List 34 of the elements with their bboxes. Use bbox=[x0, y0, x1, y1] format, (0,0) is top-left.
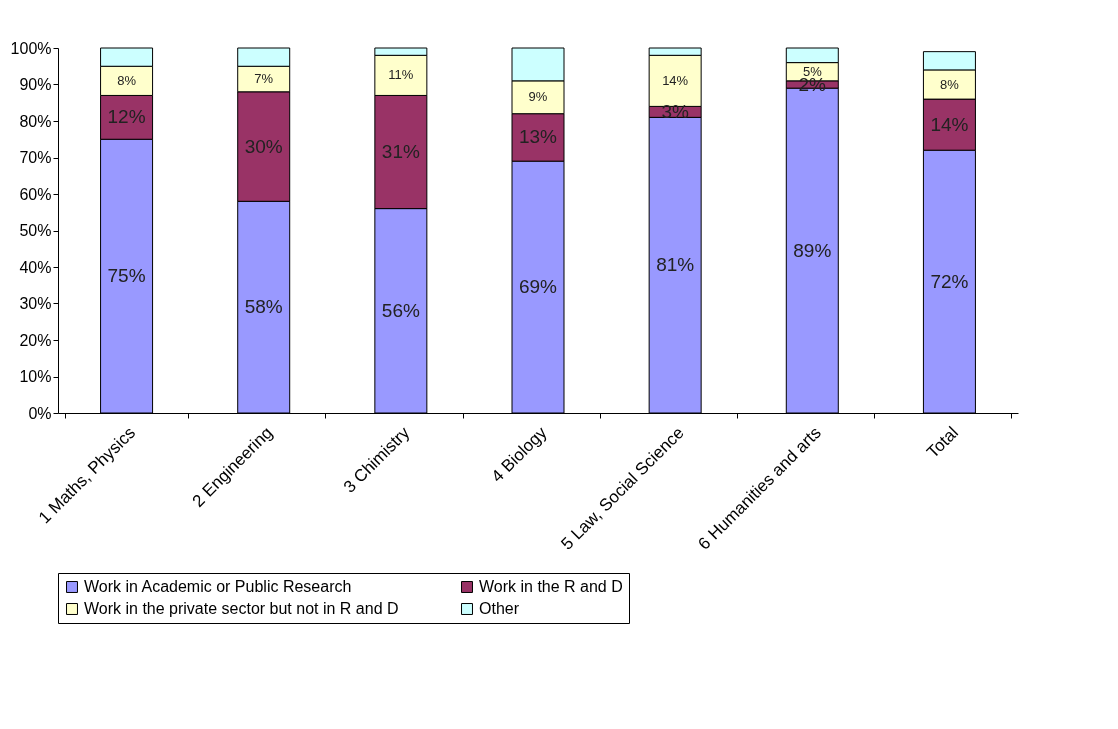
y-tick-label: 100% bbox=[10, 39, 52, 57]
data-label: 58% bbox=[244, 296, 283, 318]
y-tick-label: 60% bbox=[19, 185, 52, 203]
data-label: 12% bbox=[107, 106, 146, 128]
data-label: 8% bbox=[940, 76, 960, 92]
data-label: 56% bbox=[381, 299, 420, 321]
data-label: 75% bbox=[107, 265, 146, 287]
y-tick-label: 0% bbox=[28, 404, 52, 422]
data-label: 8% bbox=[117, 72, 137, 88]
data-label: 30% bbox=[244, 135, 283, 157]
data-label: 89% bbox=[793, 239, 832, 261]
data-label: 11% bbox=[388, 67, 414, 83]
legend-label: Work in Academic or Public Research bbox=[84, 578, 352, 595]
data-label: 72% bbox=[930, 270, 969, 292]
data-label: 31% bbox=[381, 141, 420, 163]
legend-label: Work in the R and D bbox=[479, 578, 623, 595]
y-tick-label: 20% bbox=[19, 331, 52, 349]
data-label: 81% bbox=[656, 254, 695, 276]
data-label: 9% bbox=[528, 89, 548, 105]
legend-label: Other bbox=[479, 600, 520, 617]
data-label: 14% bbox=[662, 72, 689, 88]
data-label: 13% bbox=[518, 126, 558, 148]
data-label: 7% bbox=[254, 71, 274, 87]
data-label: 3% bbox=[661, 100, 689, 122]
y-tick-label: 10% bbox=[19, 368, 52, 385]
y-tick-label: 90% bbox=[19, 76, 52, 93]
y-tick-label: 40% bbox=[19, 258, 52, 276]
y-tick-label: 50% bbox=[19, 222, 52, 239]
data-label: 69% bbox=[518, 276, 558, 298]
y-tick-label: 80% bbox=[19, 112, 52, 130]
y-tick-label: 70% bbox=[19, 149, 52, 166]
data-label: 14% bbox=[930, 113, 969, 135]
y-tick-label: 30% bbox=[19, 295, 52, 312]
legend-label: Work in the private sector but not in R and D bbox=[84, 600, 399, 617]
